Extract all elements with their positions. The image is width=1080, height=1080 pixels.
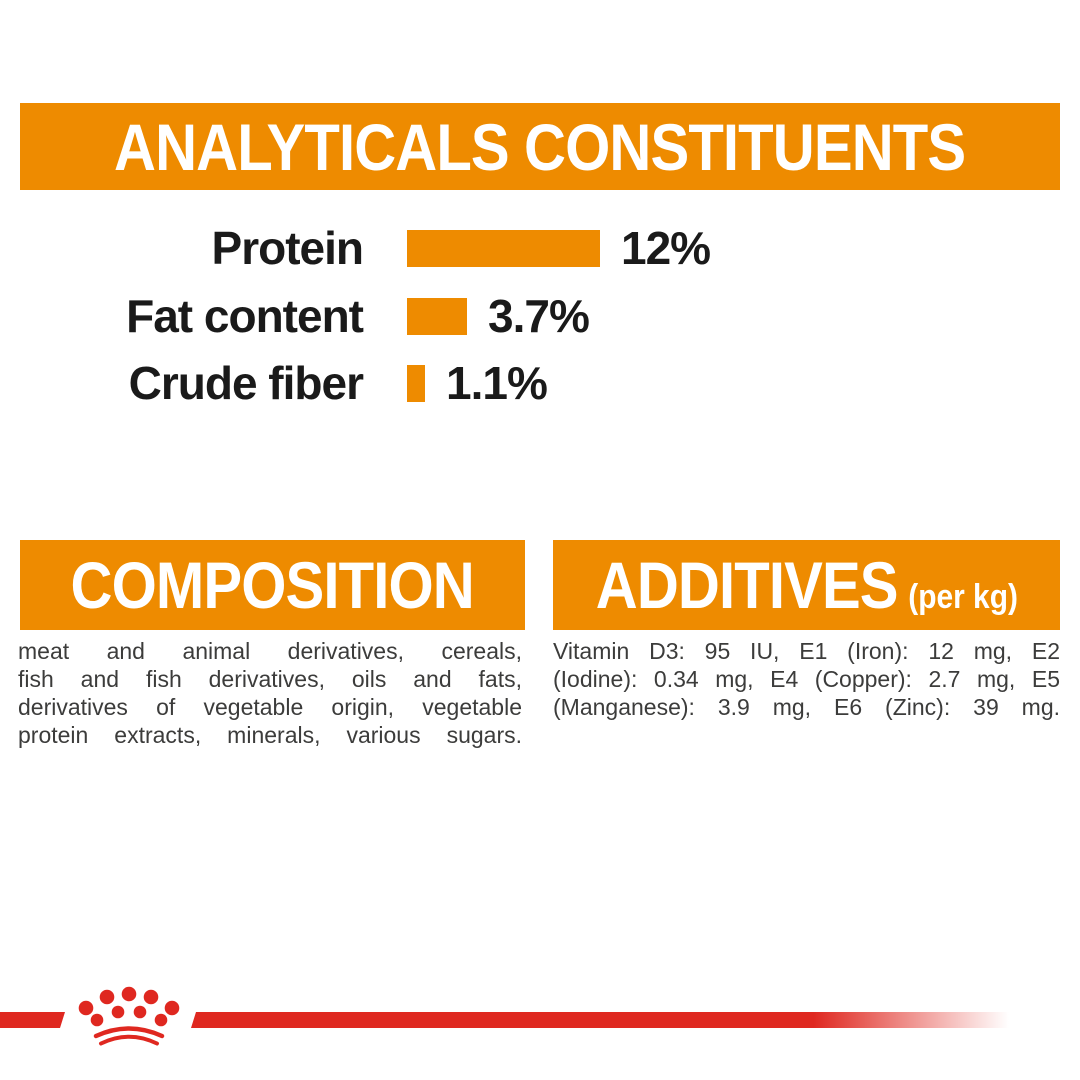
additives-title: ADDITIVES [595, 548, 898, 622]
additives-line: Vitamin D3: 95 IU, E1 (Iron): 12 mg, E2 [553, 638, 1060, 664]
composition-title: COMPOSITION [70, 548, 475, 622]
composition-text: meat and animal derivatives, cereals, fi… [18, 637, 522, 749]
chart-category-label: Fat content [126, 290, 364, 342]
chart-value-label: 3.7% [488, 290, 590, 342]
chart-bar [407, 230, 600, 267]
composition-banner: COMPOSITION [20, 540, 525, 630]
composition-line: fish and fish derivatives, oils and fats… [18, 666, 522, 692]
chart-category-label: Crude fiber [128, 357, 364, 409]
additives-title-group: ADDITIVES (per kg) [595, 547, 1017, 623]
composition-line: protein extracts, minerals, various suga… [18, 722, 522, 748]
additives-banner: ADDITIVES (per kg) [553, 540, 1060, 630]
analyticals-bar-chart: Protein 12% Fat content 3.7% Crude fiber 1.1% [0, 0, 1080, 430]
chart-row: Crude fiber 1.1% [0, 357, 1080, 409]
chart-value-label: 1.1% [446, 357, 548, 409]
additives-subtitle: (per kg) [907, 578, 1018, 616]
additives-line: (Iodine): 0.34 mg, E4 (Copper): 2.7 mg, … [553, 666, 1060, 692]
additives-line: (Manganese): 3.9 mg, E6 (Zinc): 39 mg. [553, 694, 1060, 720]
chart-bar [407, 365, 425, 402]
chart-bar [407, 298, 467, 335]
footer-rule-right [191, 1012, 1080, 1028]
composition-line: derivatives of vegetable origin, vegetab… [18, 694, 522, 720]
chart-value-label: 12% [621, 222, 711, 274]
chart-category-label: Protein [211, 222, 364, 274]
analyticals-banner: ANALYTICALS CONSTITUENTS [20, 103, 1060, 190]
analyticals-title: ANALYTICALS CONSTITUENTS [114, 109, 966, 184]
footer-rule-left [0, 1012, 65, 1028]
additives-text: Vitamin D3: 95 IU, E1 (Iron): 12 mg, E2 … [553, 637, 1060, 721]
chart-row: Protein 12% [0, 222, 1080, 274]
royal-canin-crown-logo [78, 986, 180, 1046]
composition-line: meat and animal derivatives, cereals, [18, 638, 522, 664]
chart-row: Fat content 3.7% [0, 290, 1080, 342]
